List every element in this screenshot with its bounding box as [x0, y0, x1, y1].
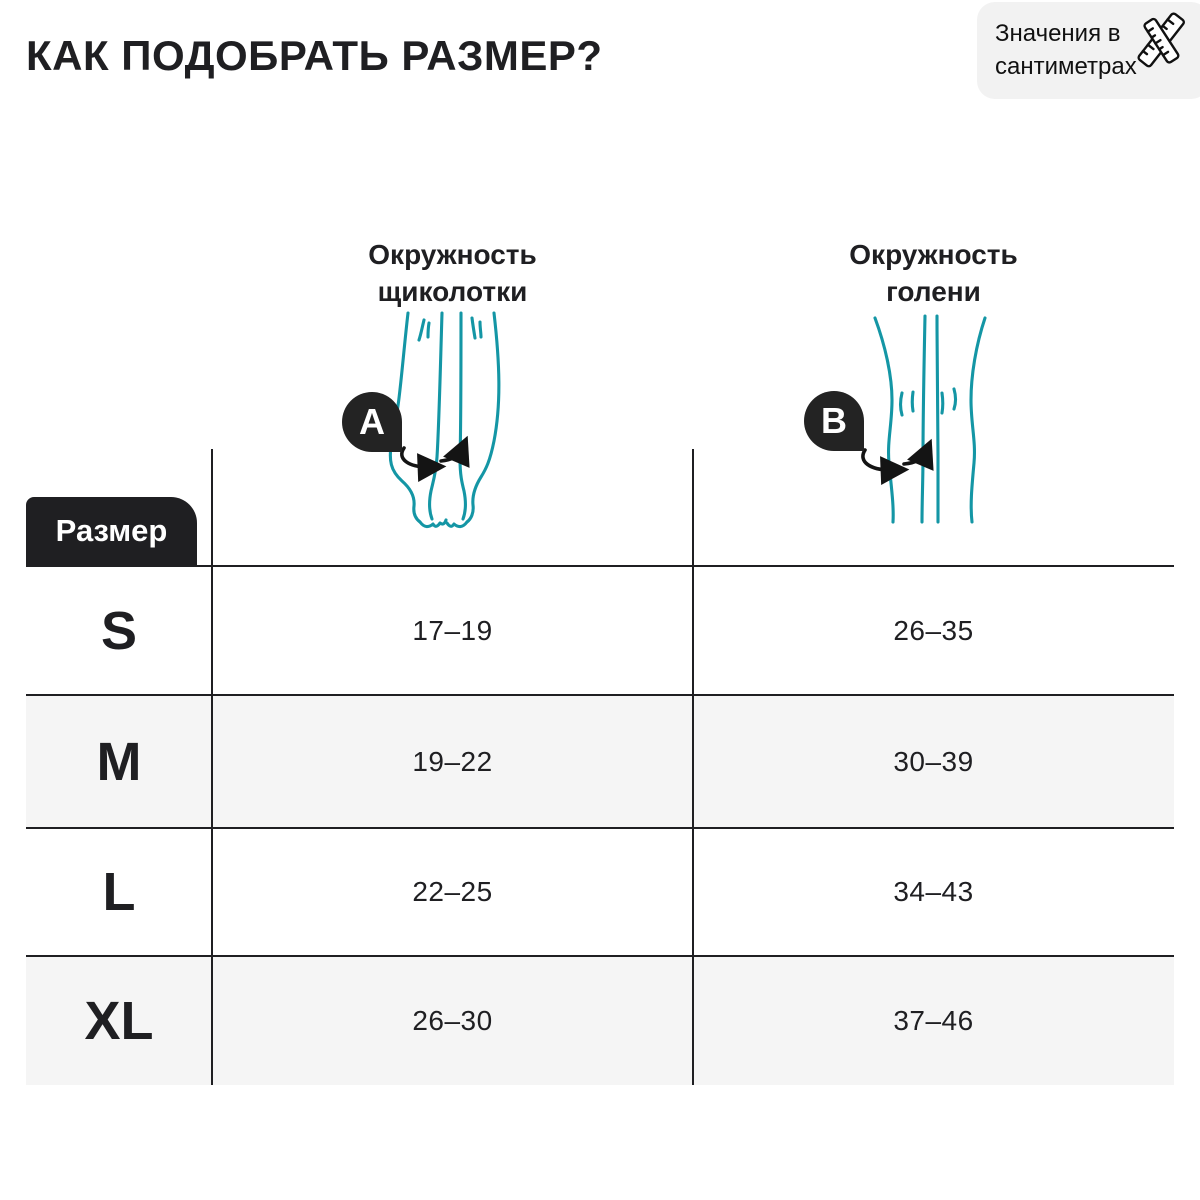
marker-a-badge: A: [342, 392, 402, 452]
ruler-icon: [1137, 12, 1185, 68]
measure-arrow-ankle: [400, 435, 470, 482]
ankle-range: 26–30: [412, 1005, 493, 1036]
units-note-line2: сантиметрах: [995, 53, 1137, 80]
table-row-m: M 19–22 30–39: [26, 694, 1174, 827]
marker-b-badge: B: [804, 391, 864, 451]
size-label: S: [100, 600, 138, 661]
size-table: S 17–19 26–35 M 19–22 30–39 L 22–25 34–4…: [26, 565, 1174, 1085]
column-header-ankle: Окружность щиколотки: [212, 236, 693, 310]
size-column-header-badge: Размер: [26, 497, 197, 565]
table-row-xl: XL 26–30 37–46: [26, 955, 1174, 1085]
column-header-ankle-line2: щиколотки: [377, 276, 528, 307]
table-row-s: S 17–19 26–35: [26, 565, 1174, 694]
calf-range: 37–46: [893, 1005, 974, 1036]
column-header-ankle-line1: Окружность: [368, 239, 537, 270]
ankle-range: 22–25: [412, 876, 493, 907]
size-label: M: [96, 731, 142, 792]
ankle-range: 19–22: [412, 745, 493, 777]
table-row-l: L 22–25 34–43: [26, 827, 1174, 955]
marker-b-label: B: [821, 400, 847, 441]
table-divider-left: [211, 449, 213, 1085]
measure-arrow-calf: [861, 438, 934, 485]
column-header-calf-line1: Окружность: [849, 239, 1018, 270]
size-label: L: [102, 862, 136, 922]
calf-range: 26–35: [893, 614, 974, 646]
size-column-header-label: Размер: [55, 513, 168, 548]
ankle-legs-illustration: [388, 311, 501, 529]
table-divider-right: [692, 449, 694, 1085]
column-header-calf: Окружность голени: [693, 236, 1174, 310]
units-note-card: Значения в сантиметрах: [977, 2, 1200, 99]
calf-range: 34–43: [893, 876, 974, 907]
marker-a-label: A: [359, 401, 385, 442]
calf-range: 30–39: [893, 745, 974, 777]
column-header-calf-line2: голени: [886, 276, 981, 307]
size-label: XL: [84, 991, 154, 1051]
calf-legs-illustration: [861, 314, 987, 524]
ankle-range: 17–19: [412, 614, 493, 646]
page-title: КАК ПОДОБРАТЬ РАЗМЕР?: [26, 32, 603, 79]
units-note-line1: Значения в: [995, 20, 1121, 47]
